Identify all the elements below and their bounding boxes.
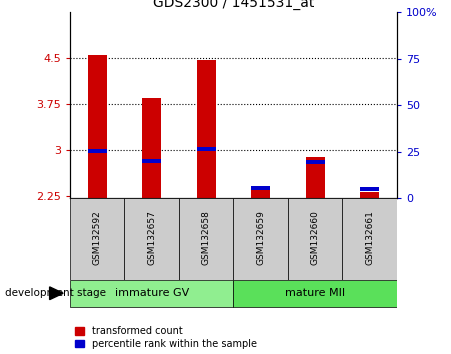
Bar	[360, 187, 379, 191]
Text: GSM132659: GSM132659	[256, 210, 265, 265]
Text: development stage: development stage	[5, 288, 106, 298]
Bar	[306, 156, 325, 198]
Bar	[70, 280, 234, 307]
Bar	[197, 59, 216, 198]
Bar	[142, 159, 161, 163]
Polygon shape	[50, 287, 63, 299]
Bar	[234, 280, 397, 307]
Bar	[306, 160, 325, 164]
Bar	[251, 190, 270, 198]
Bar	[87, 149, 107, 153]
Bar	[360, 192, 379, 198]
Text: GSM132660: GSM132660	[311, 210, 320, 265]
Text: GSM132592: GSM132592	[92, 210, 101, 265]
Bar	[70, 198, 124, 280]
Bar	[142, 98, 161, 198]
Legend: transformed count, percentile rank within the sample: transformed count, percentile rank withi…	[75, 326, 257, 349]
Text: mature MII: mature MII	[285, 288, 345, 298]
Bar	[234, 198, 288, 280]
Title: GDS2300 / 1451531_at: GDS2300 / 1451531_at	[153, 0, 314, 10]
Text: GSM132661: GSM132661	[365, 210, 374, 265]
Bar	[251, 186, 270, 190]
Text: GSM132657: GSM132657	[147, 210, 156, 265]
Bar	[197, 147, 216, 151]
Bar	[124, 198, 179, 280]
Bar	[342, 198, 397, 280]
Text: GSM132658: GSM132658	[202, 210, 211, 265]
Bar	[179, 198, 234, 280]
Bar	[288, 198, 342, 280]
Text: immature GV: immature GV	[115, 288, 189, 298]
Bar	[87, 55, 107, 198]
